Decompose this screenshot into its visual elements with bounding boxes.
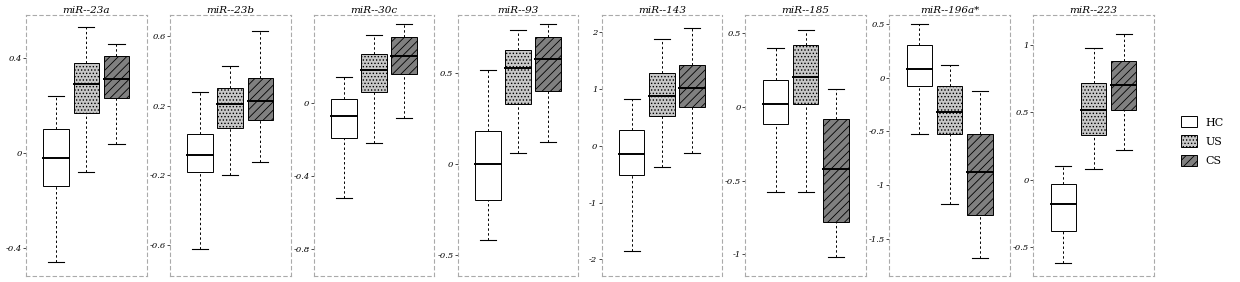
Bar xyxy=(680,65,704,107)
Title: miR--30c: miR--30c xyxy=(351,6,398,15)
Bar xyxy=(763,80,789,124)
Title: miR--185: miR--185 xyxy=(781,6,830,15)
Bar xyxy=(104,56,129,98)
Title: miR--143: miR--143 xyxy=(637,6,686,15)
Bar xyxy=(43,129,69,186)
Title: miR--23a: miR--23a xyxy=(62,6,110,15)
Bar xyxy=(1081,83,1106,135)
Bar xyxy=(248,78,273,120)
Legend: HC, US, CS: HC, US, CS xyxy=(1177,112,1229,170)
Bar xyxy=(217,89,243,129)
Bar xyxy=(649,73,675,116)
Bar xyxy=(361,54,387,92)
Title: miR--93: miR--93 xyxy=(497,6,538,15)
Title: miR--223: miR--223 xyxy=(1070,6,1117,15)
Bar xyxy=(1111,61,1136,109)
Title: miR--196a*: miR--196a* xyxy=(920,6,980,15)
Bar xyxy=(823,119,848,222)
Bar xyxy=(331,99,357,138)
Bar xyxy=(475,131,501,200)
Bar xyxy=(792,45,818,104)
Bar xyxy=(619,130,645,175)
Bar xyxy=(392,37,417,74)
Bar xyxy=(187,134,213,172)
Bar xyxy=(73,63,99,113)
Bar xyxy=(536,37,560,91)
Bar xyxy=(906,45,932,86)
Bar xyxy=(505,50,531,104)
Bar xyxy=(937,86,962,134)
Bar xyxy=(967,134,992,215)
Title: miR--23b: miR--23b xyxy=(206,6,254,15)
Bar xyxy=(1050,184,1076,231)
